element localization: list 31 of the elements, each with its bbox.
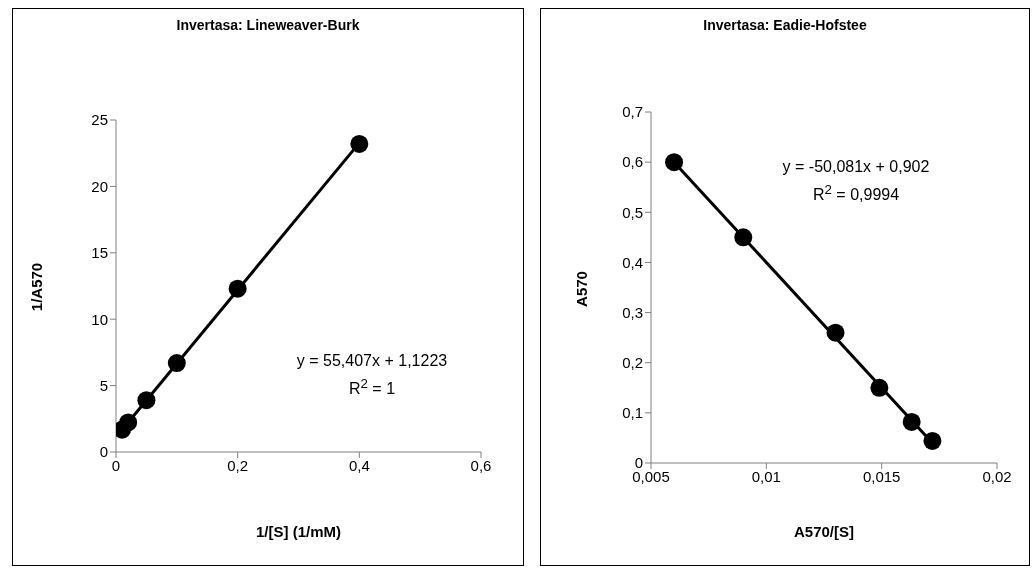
y-tick-label: 0,4 [622, 253, 643, 271]
y-tick-label: 0,3 [622, 303, 643, 321]
y-tick-label: 20 [91, 177, 108, 195]
y-tick-label: 0,7 [622, 103, 643, 121]
x-axis-title: 1/[S] (1/mM) [255, 523, 342, 540]
x-tick-label: 0,005 [632, 467, 670, 485]
y-axis-title: 1/A570 [27, 262, 45, 312]
y-tick-label: 0,5 [622, 203, 643, 221]
x-tick-label: 0,01 [751, 467, 781, 485]
y-tick-label: 25 [91, 111, 108, 129]
x-tick-label: 0,4 [348, 456, 370, 474]
y-tick-label: 0,1 [622, 404, 643, 422]
chart-title: Invertasa: Eadie-Hofstee [702, 17, 868, 33]
y-axis-title: A570 [572, 270, 590, 307]
x-tick-label: 0,2 [227, 456, 249, 474]
y-tick-label: 0,6 [622, 153, 643, 171]
annotation: y = 55,407x + 1,1223 [296, 351, 448, 371]
y-tick-label: 10 [91, 310, 108, 328]
y-tick-label: 15 [91, 244, 108, 262]
x-tick-label: 0,6 [470, 456, 492, 474]
annotation: y = -50,081x + 0,902 [782, 157, 930, 177]
annotation: R$^{2}$ = 0,9994 [811, 181, 901, 206]
x-tick-label: 0,02 [982, 467, 1012, 485]
annotation: R$^{2}$ = 1 [347, 375, 397, 400]
y-tick-label: 0 [99, 443, 108, 461]
x-tick-label: 0,015 [862, 467, 901, 485]
chart-title: Invertasa: Lineweaver-Burk [175, 17, 361, 33]
y-tick-label: 5 [99, 376, 108, 394]
y-tick-label: 0,2 [622, 354, 643, 372]
x-axis-title: A570/[S] [793, 523, 855, 540]
x-tick-label: 0 [111, 456, 121, 474]
